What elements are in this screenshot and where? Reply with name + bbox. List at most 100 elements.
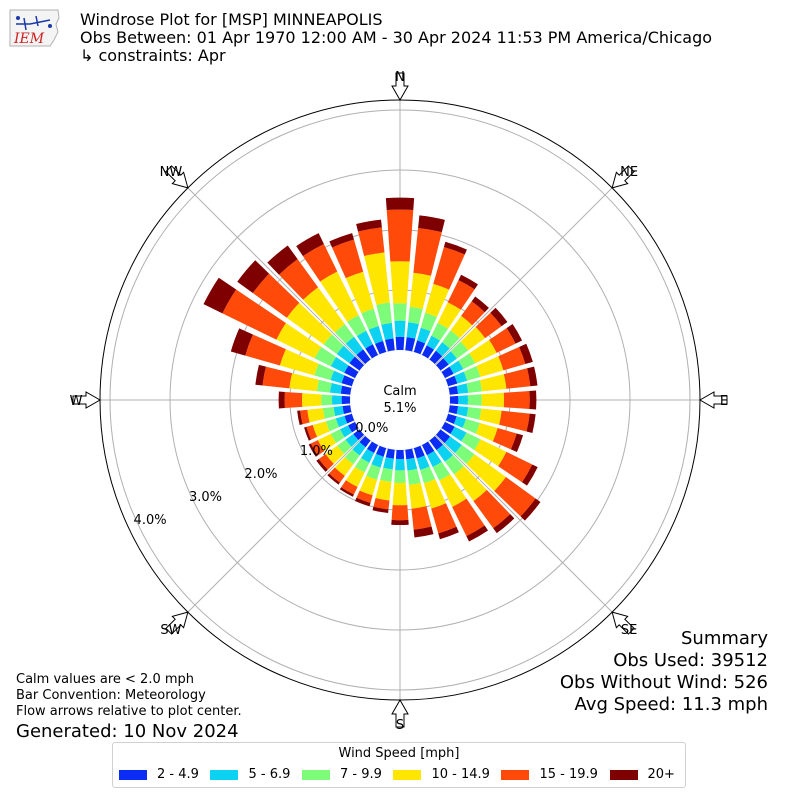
bar-dir340-bin3: [345, 271, 374, 314]
bar-dir60-bin5: [506, 324, 523, 344]
bar-dir230-bin4: [318, 454, 334, 470]
bar-dir0-bin0: [395, 336, 405, 351]
bar-dir140-bin1: [436, 444, 454, 462]
obs-without-wind: Obs Without Wind: 526: [559, 672, 768, 693]
bar-dir100-bin1: [456, 406, 469, 417]
bar-dir70-bin4: [498, 346, 526, 371]
bar-dir190-bin4: [373, 498, 390, 510]
bar-dir270-bin1: [332, 395, 342, 405]
bar-dir250-bin2: [325, 418, 339, 432]
legend-label-0: 2 - 4.9: [157, 767, 199, 782]
bar-dir120-bin1: [450, 426, 467, 442]
bar-dir280-bin2: [316, 379, 332, 393]
bar-dir90-bin3: [481, 392, 505, 408]
bar-dir240-bin1: [339, 425, 353, 438]
bar-dir20-bin2: [420, 312, 437, 332]
bar-dir60-bin0: [441, 366, 454, 379]
svg-text:IEM: IEM: [13, 31, 45, 47]
bar-dir70-bin5: [519, 343, 533, 365]
bar-dir340-bin2: [361, 308, 379, 330]
iem-logo: IEM: [6, 6, 62, 50]
bar-dir170-bin2: [407, 468, 421, 485]
compass-label-e: E: [720, 394, 728, 409]
legend-item-4: 15 - 19.9: [501, 767, 598, 782]
bar-dir140-bin4: [473, 489, 511, 529]
bar-dir180-bin5: [391, 519, 409, 526]
bar-dir50-bin5: [490, 307, 508, 327]
spoke-nw: [187, 187, 365, 365]
bar-dir350-bin0: [385, 338, 395, 352]
compass-label-ne: NE: [620, 165, 638, 180]
bar-dir280-bin1: [329, 382, 343, 394]
bar-dir300-bin5: [203, 277, 237, 314]
calm-note: Calm values are < 2.0 mph: [16, 672, 195, 687]
bar-dir310-bin1: [336, 345, 355, 364]
bar-dir230-bin2: [337, 439, 352, 454]
spoke-sw: [187, 435, 365, 613]
flow-arrow-sw-icon: [165, 611, 189, 635]
bar-dir110-bin2: [462, 418, 480, 434]
bar-dir130-bin5: [520, 498, 541, 521]
bar-dir50-bin4: [475, 312, 502, 339]
bar-dir90-bin0: [449, 395, 459, 405]
calm-circle: [350, 350, 450, 450]
bar-dir350-bin2: [376, 302, 392, 325]
bar-dir50-bin1: [443, 351, 457, 365]
bar-dir0-bin2: [393, 303, 407, 321]
compass-label-w: W: [70, 394, 83, 409]
bar-dir260-bin3: [307, 408, 325, 423]
bar-dir40-bin4: [461, 301, 485, 326]
bar-dir30-bin0: [421, 345, 434, 359]
bar-dir230-bin5: [316, 459, 328, 472]
bar-dir60-bin2: [458, 353, 476, 370]
bar-dir130-bin0: [435, 429, 451, 444]
flow-arrow-w-icon: [72, 391, 102, 409]
bar-dir40-bin5: [471, 296, 489, 313]
bar-dir160-bin3: [423, 479, 446, 509]
bar-dir200-bin3: [359, 475, 378, 496]
obs-used: Obs Used: 39512: [613, 650, 768, 671]
bar-dir300-bin1: [330, 356, 349, 373]
bar-dir100-bin2: [466, 407, 482, 420]
bar-dir180-bin1: [395, 458, 405, 471]
bar-dir270-bin0: [341, 395, 351, 405]
bar-dir120-bin4: [498, 451, 533, 483]
bar-dir250-bin3: [312, 421, 330, 437]
bar-dir20-bin4: [433, 246, 465, 290]
compass-label-n: N: [395, 70, 405, 85]
bar-dir130-bin4: [494, 477, 536, 517]
bar-dir310-bin2: [323, 334, 344, 355]
bar-dir280-bin0: [340, 385, 352, 395]
bar-dir110-bin3: [475, 422, 498, 442]
polar-frame: [99, 99, 701, 701]
legend-swatch-0: [119, 769, 147, 780]
legend-label-4: 15 - 19.9: [539, 767, 598, 782]
bar-dir260-bin1: [333, 406, 344, 417]
bar-dir340-bin5: [329, 233, 354, 248]
bar-dir80-bin5: [527, 366, 538, 387]
legend-label-2: 7 - 9.9: [339, 767, 382, 782]
bar-dir220-bin4: [329, 467, 345, 483]
bar-dir210-bin5: [339, 487, 354, 497]
bar-dir130-bin3: [466, 454, 506, 491]
bar-dir70-bin1: [454, 371, 468, 384]
bar-dir310-bin3: [286, 302, 333, 345]
bar-dir110-bin5: [510, 433, 524, 453]
bar-dir280-bin3: [289, 373, 319, 392]
bar-dir270-bin4: [284, 391, 303, 409]
bar-dir70-bin2: [463, 366, 481, 381]
bar-dir350-bin3: [364, 252, 390, 305]
flow-arrow-s-icon: [391, 698, 409, 728]
bar-dir20-bin1: [417, 327, 431, 344]
calm-value: 5.1%: [383, 401, 416, 416]
legend-swatch-2: [301, 769, 330, 780]
bar-dir270-bin5: [278, 391, 285, 409]
bar-dir310-bin0: [349, 356, 365, 371]
flow-arrow-se-icon: [611, 611, 635, 635]
bar-dir60-bin4: [489, 328, 516, 353]
bar-dir190-bin3: [375, 479, 392, 501]
bar-dir90-bin1: [458, 395, 468, 405]
bar-dir70-bin0: [445, 375, 458, 387]
flow-arrows-note: Flow arrows relative to plot center.: [16, 704, 242, 719]
bar-dir0-bin5: [385, 197, 415, 211]
